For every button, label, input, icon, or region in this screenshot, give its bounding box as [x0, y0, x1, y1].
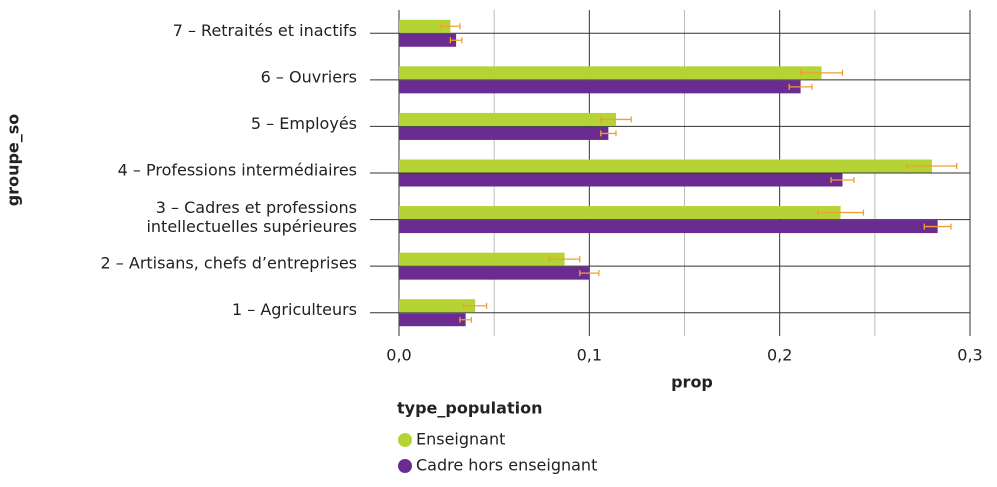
- legend-marker: [398, 459, 412, 473]
- y-tick-label: 5 – Employés: [251, 114, 357, 133]
- error-bar: [459, 316, 472, 323]
- bar: [399, 206, 841, 220]
- y-axis-label: groupe_so: [4, 114, 23, 207]
- x-axis-label: prop: [671, 373, 713, 392]
- error-bar: [906, 163, 958, 169]
- bar: [399, 126, 609, 140]
- error-bar: [600, 130, 617, 137]
- bar: [399, 33, 457, 47]
- error-bar: [923, 223, 952, 230]
- legend-label: Enseignant: [416, 430, 505, 449]
- error-bar: [548, 256, 581, 263]
- y-tick-label: 2 – Artisans, chefs d’entreprises: [101, 254, 357, 273]
- y-tick-label: 4 – Professions intermédiaires: [118, 161, 357, 180]
- bar: [399, 66, 822, 80]
- y-tick-label: 6 – Ouvriers: [261, 67, 357, 86]
- y-tick-label: 3 – Cadres et professions intellectuelles…: [146, 198, 357, 236]
- x-tick-label: 0,3: [957, 346, 982, 365]
- legend-label: Cadre hors enseignant: [416, 456, 597, 475]
- y-tick-label: 7 – Retraités et inactifs: [173, 21, 357, 40]
- legend-marker: [398, 433, 412, 447]
- bar: [399, 159, 932, 173]
- bar: [399, 252, 565, 266]
- bar: [399, 266, 590, 280]
- error-bar: [799, 69, 844, 76]
- error-bar: [579, 270, 600, 277]
- bar: [399, 220, 938, 234]
- x-tick-label: 0,0: [386, 346, 411, 365]
- x-tick-label: 0,2: [767, 346, 792, 365]
- bar: [399, 299, 476, 313]
- error-bar: [449, 37, 463, 44]
- bar: [399, 173, 843, 187]
- y-tick-label: 1 – Agriculteurs: [232, 300, 357, 319]
- error-bar: [440, 23, 461, 30]
- error-bar: [463, 302, 488, 309]
- bar: [399, 112, 616, 126]
- bar: [399, 80, 801, 94]
- error-bar: [788, 83, 813, 90]
- error-bar: [830, 177, 855, 183]
- bar: [399, 19, 451, 33]
- legend-title: type_population: [397, 399, 542, 418]
- error-bar: [817, 209, 865, 216]
- x-tick-label: 0,1: [577, 346, 602, 365]
- error-bar: [600, 116, 632, 123]
- bar: [399, 313, 466, 327]
